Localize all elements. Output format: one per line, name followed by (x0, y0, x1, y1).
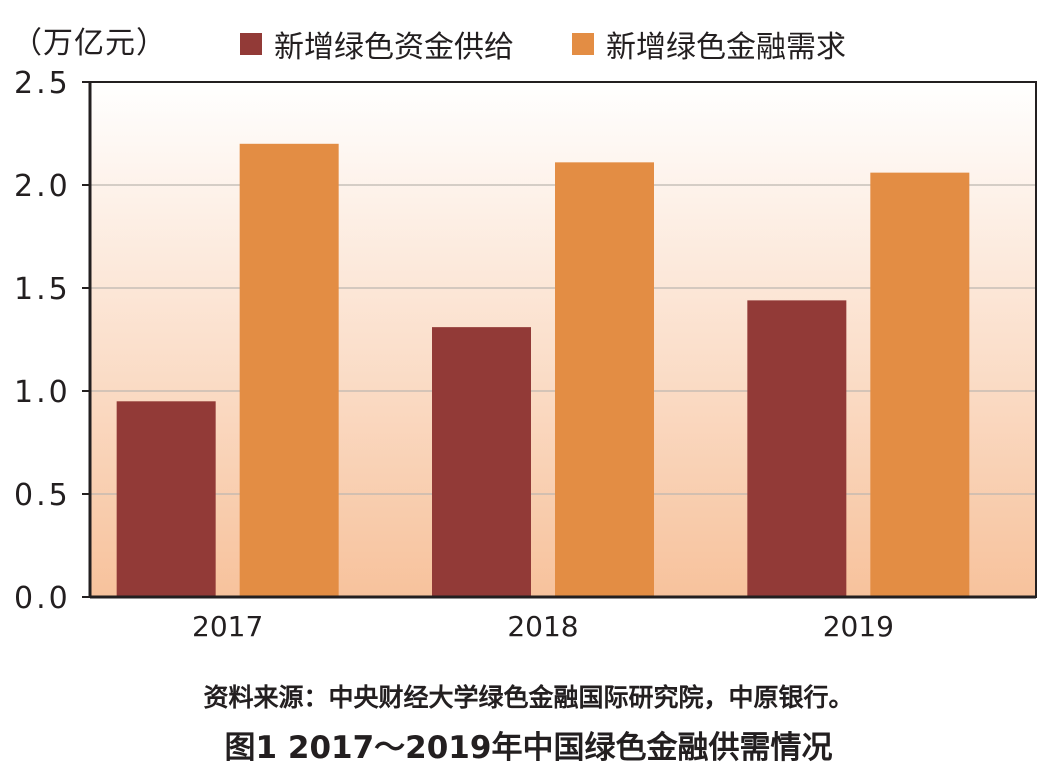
legend-item-demand: 新增绿色金融需求 (572, 22, 846, 66)
x-tick-label: 2018 (507, 610, 578, 643)
y-axis-unit-label: （万亿元） (12, 26, 167, 61)
bar-demand-2018 (555, 162, 654, 597)
legend-swatch-demand (572, 33, 594, 55)
legend-label-demand: 新增绿色金融需求 (606, 30, 846, 65)
legend-swatch-supply (240, 33, 262, 55)
bar-supply-2019 (747, 300, 847, 597)
y-tick-label: 1.5 (14, 272, 71, 307)
source-note: 资料来源：中央财经大学绿色金融国际研究院，中原银行。 (203, 683, 854, 712)
y-tick-label: 0.0 (14, 581, 71, 616)
y-tick-label: 0.5 (14, 478, 71, 513)
bar-demand-2017 (239, 143, 339, 598)
legend-item-supply: 新增绿色资金供给 (240, 22, 514, 66)
figure-title: 图1 2017～2019年中国绿色金融供需情况 (224, 730, 833, 766)
y-tick-labels: 0.0 0.5 1.0 1.5 2.0 2.5 (14, 66, 71, 616)
bars (116, 143, 970, 598)
bar-supply-2018 (432, 327, 531, 597)
bar-demand-2019 (870, 172, 970, 597)
x-tick-label: 2019 (823, 610, 894, 643)
axes (88, 81, 1037, 599)
legend-label-supply: 新增绿色资金供给 (274, 30, 514, 65)
bar-supply-2017 (116, 401, 216, 597)
x-tick-labels: 2017 2018 2019 (192, 610, 894, 643)
legend: 新增绿色资金供给 新增绿色金融需求 (240, 22, 904, 66)
y-tick-label: 2.5 (14, 66, 71, 101)
y-tick-label: 2.0 (14, 169, 71, 204)
y-tick-label: 1.0 (14, 375, 71, 410)
x-tick-label: 2017 (192, 610, 263, 643)
